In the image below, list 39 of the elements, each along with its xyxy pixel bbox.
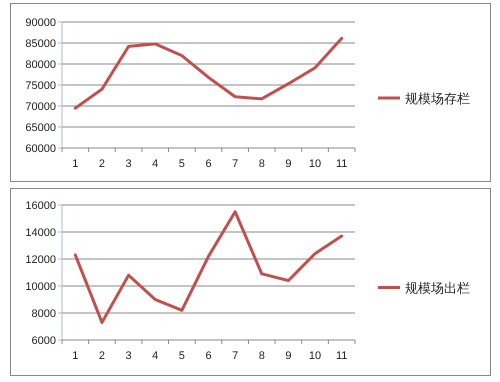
x-tick-label: 10 bbox=[308, 158, 322, 170]
x-tick-label: 1 bbox=[72, 158, 78, 170]
y-tick-label: 90000 bbox=[25, 17, 56, 29]
legend-label: 规模场存栏 bbox=[405, 91, 470, 106]
x-tick-label: 4 bbox=[152, 158, 158, 170]
x-tick-label: 7 bbox=[232, 158, 238, 170]
y-tick-label: 70000 bbox=[25, 101, 56, 113]
y-tick-label: 80000 bbox=[25, 59, 56, 71]
x-tick-label: 3 bbox=[126, 350, 132, 362]
x-tick-label: 6 bbox=[205, 350, 212, 362]
x-tick-label: 2 bbox=[98, 350, 106, 362]
y-tick-label: 75000 bbox=[25, 80, 56, 92]
line-series bbox=[74, 210, 344, 324]
x-tick-label: 5 bbox=[178, 350, 185, 362]
x-tick-label: 4 bbox=[152, 350, 158, 362]
legend-label: 规模场出栏 bbox=[405, 280, 470, 296]
y-tick-label: 8000 bbox=[32, 308, 56, 320]
x-tick-label: 6 bbox=[205, 158, 212, 170]
x-tick-label: 8 bbox=[258, 350, 265, 362]
x-tick-label: 8 bbox=[258, 158, 265, 170]
y-tick-label: 16000 bbox=[25, 200, 56, 212]
y-tick-label: 65000 bbox=[25, 122, 56, 134]
y-tick-label: 12000 bbox=[25, 254, 56, 266]
x-tick-label: 3 bbox=[126, 158, 132, 170]
x-tick-label: 9 bbox=[285, 158, 292, 170]
y-tick-label: 85000 bbox=[25, 38, 56, 50]
x-tick-label: 11 bbox=[336, 158, 348, 170]
x-tick-label: 2 bbox=[98, 158, 106, 170]
x-tick-label: 7 bbox=[232, 350, 238, 362]
y-tick-label: 6000 bbox=[32, 335, 56, 347]
line-series bbox=[74, 36, 344, 110]
y-tick-label: 60000 bbox=[25, 143, 56, 155]
x-tick-label: 5 bbox=[178, 158, 185, 170]
x-tick-label: 1 bbox=[72, 350, 78, 362]
x-tick-label: 9 bbox=[285, 350, 292, 362]
x-tick-label: 10 bbox=[308, 350, 322, 362]
y-tick-label: 14000 bbox=[25, 227, 56, 239]
x-tick-label: 11 bbox=[336, 350, 348, 362]
y-tick-label: 10000 bbox=[25, 281, 56, 293]
